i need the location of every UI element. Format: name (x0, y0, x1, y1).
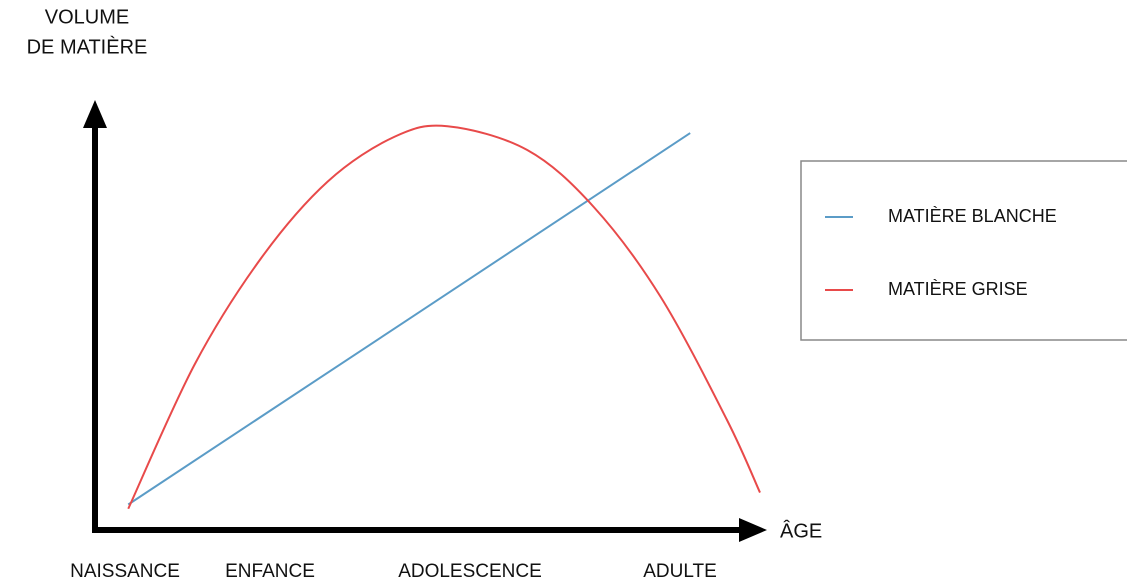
x-axis-title: ÂGE (780, 519, 822, 542)
y-axis-arrow (83, 100, 107, 128)
x-axis-arrow (739, 518, 767, 542)
legend-label: MATIÈRE GRISE (888, 279, 1028, 299)
y-axis-title: DE MATIÈRE (27, 35, 148, 58)
x-tick-label: NAISSANCE (70, 561, 180, 582)
y-axis-title: VOLUME (45, 6, 129, 28)
legend (800, 160, 1127, 341)
series-line (127, 124, 761, 510)
x-tick-label: ADULTE (643, 561, 717, 582)
x-tick-label: ENFANCE (225, 561, 315, 582)
x-tick-label: ADOLESCENCE (398, 561, 542, 582)
series-line (127, 132, 691, 506)
legend-label: MATIÈRE BLANCHE (888, 206, 1057, 226)
